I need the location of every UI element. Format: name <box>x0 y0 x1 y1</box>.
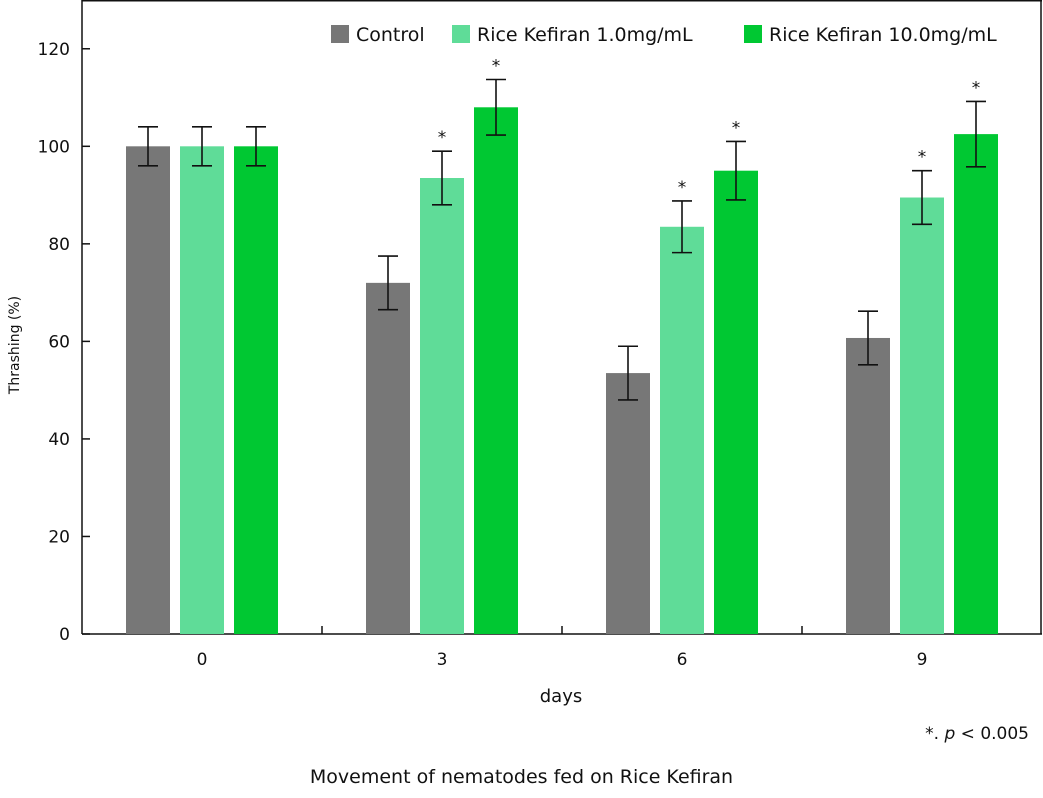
y-axis-title: Thrashing (%) <box>7 296 23 395</box>
y-tick-label: 20 <box>48 527 70 547</box>
significance-marker: * <box>972 78 981 98</box>
bar <box>606 373 650 634</box>
x-axis-title: days <box>540 686 583 707</box>
legend-swatch <box>452 25 470 43</box>
bar <box>420 178 464 634</box>
note-threshold: < 0.005 <box>955 724 1029 744</box>
legend-label: Rice Kefiran 10.0mg/mL <box>769 24 997 46</box>
y-tick-label: 0 <box>59 625 70 645</box>
y-tick-label: 100 <box>38 137 70 157</box>
note-p-symbol: p <box>944 724 956 744</box>
significance-marker: * <box>678 178 687 198</box>
bar <box>126 146 170 635</box>
legend-label: Rice Kefiran 1.0mg/mL <box>477 24 693 46</box>
x-tick-label: 3 <box>437 650 448 670</box>
legend-label: Control <box>356 24 425 46</box>
plot-area: 0 20 40 60 80 100 120 0 3 * * 6 * * 9 * * Control Rice Kef… <box>38 0 1042 670</box>
x-tick-label: 6 <box>677 650 688 670</box>
legend-swatch <box>744 25 762 43</box>
y-tick-label: 120 <box>38 40 70 60</box>
x-tick-label: 0 <box>197 650 208 670</box>
bar <box>180 146 224 635</box>
note-prefix: *. <box>925 724 945 744</box>
significance-marker: * <box>732 118 741 138</box>
bar <box>366 282 410 634</box>
y-tick-label: 40 <box>48 430 70 450</box>
significance-marker: * <box>438 128 447 148</box>
significance-marker: * <box>492 56 501 76</box>
figure-caption: Movement of nematodes fed on Rice Kefira… <box>309 766 734 788</box>
bar <box>660 226 704 634</box>
bar <box>714 170 758 634</box>
x-tick-label: 9 <box>917 650 928 670</box>
bar-chart: 0 20 40 60 80 100 120 0 3 * * 6 * * 9 * * Control Rice Kef… <box>7 0 1042 707</box>
legend-swatch <box>331 25 349 43</box>
y-tick-label: 80 <box>48 235 70 255</box>
bar <box>474 107 518 635</box>
bar <box>234 146 278 635</box>
significance-note: *. p < 0.005 <box>925 724 1029 744</box>
bar <box>954 134 998 634</box>
significance-marker: * <box>918 148 927 168</box>
y-tick-label: 60 <box>48 332 70 352</box>
bar <box>900 197 944 634</box>
bar <box>846 337 890 634</box>
